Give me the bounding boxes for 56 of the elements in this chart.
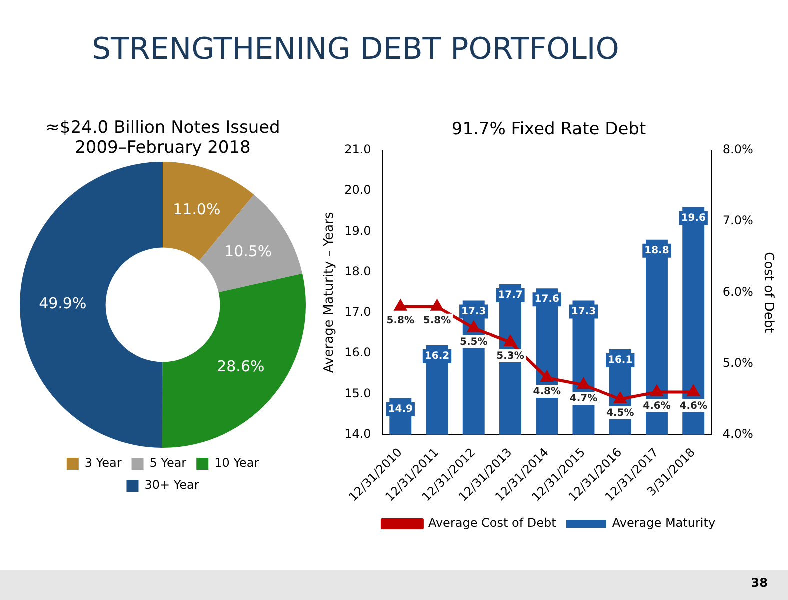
- data-label: 5.8%: [423, 315, 452, 326]
- data-label: 4.7%: [570, 394, 598, 405]
- y-tick-label: 20.0: [344, 183, 372, 198]
- y2-axis-title: Cost of Debt: [760, 252, 776, 334]
- data-label: 5.8%: [386, 315, 414, 326]
- legend-label: Average Maturity: [612, 516, 716, 530]
- text: 38: [751, 576, 768, 590]
- y2-tick-label: 8.0%: [722, 142, 754, 157]
- chart-title: ≈$24.0 Billion Notes Issued 2009–February 2018: [44, 118, 282, 158]
- data-label: 16.2: [424, 351, 450, 362]
- point: [431, 300, 444, 311]
- y-tick-label: 21.0: [344, 142, 372, 157]
- y-tick-label: 15.0: [344, 386, 372, 400]
- data-label: 10.5%: [224, 242, 272, 261]
- point: [541, 372, 553, 382]
- legend-label: 10 Year: [214, 456, 260, 470]
- y-tick-label: 14.0: [344, 427, 372, 442]
- y-tick-label: 19.0: [344, 224, 372, 238]
- legend-label: 5 Year: [150, 456, 187, 470]
- data-label: 17.3: [571, 306, 596, 318]
- data-label: 5.5%: [460, 336, 488, 348]
- point: [651, 386, 663, 396]
- y2-tick-label: 6.0%: [722, 284, 754, 299]
- data-label: 4.6%: [680, 400, 708, 412]
- data-label: 18.8: [644, 245, 670, 256]
- data-label: 16.1: [608, 355, 633, 366]
- point: [578, 378, 590, 390]
- data-label: 4.8%: [533, 386, 561, 398]
- point: [394, 300, 406, 311]
- y2-tick-label: 7.0%: [722, 214, 754, 228]
- point: [504, 336, 516, 346]
- y-tick-label: 16.0: [344, 346, 372, 360]
- chart-title: 91.7% Fixed Rate Debt: [452, 120, 646, 140]
- y-axis-title: Average Maturity – Years: [322, 212, 338, 374]
- data-label: 19.6: [681, 212, 706, 224]
- point: [468, 322, 480, 332]
- legend-label: 30+ Year: [144, 478, 200, 492]
- text: STRENGTHENING DEBT PORTFOLIO: [92, 32, 620, 67]
- data-label: 4.5%: [606, 408, 634, 419]
- data-label: 14.9: [388, 404, 413, 415]
- data-label: 11.0%: [173, 200, 221, 219]
- data-label: 49.9%: [39, 294, 87, 313]
- data-label: 4.6%: [643, 400, 671, 412]
- y2-tick-label: 4.0%: [722, 427, 754, 442]
- legend-label: Average Cost of Debt: [428, 516, 557, 530]
- data-label: 17.7: [498, 290, 523, 302]
- legend-label: 3 Year: [84, 456, 122, 470]
- data-label: 28.6%: [217, 358, 265, 376]
- y-tick-label: 18.0: [344, 264, 372, 278]
- y2-tick-label: 5.0%: [722, 356, 754, 370]
- data-label: 17.3: [462, 306, 486, 318]
- point: [688, 386, 700, 396]
- point: [614, 392, 626, 404]
- data-label: 17.6: [534, 294, 560, 306]
- y-tick-label: 17.0: [344, 305, 372, 320]
- data-label: 5.3%: [496, 351, 524, 362]
